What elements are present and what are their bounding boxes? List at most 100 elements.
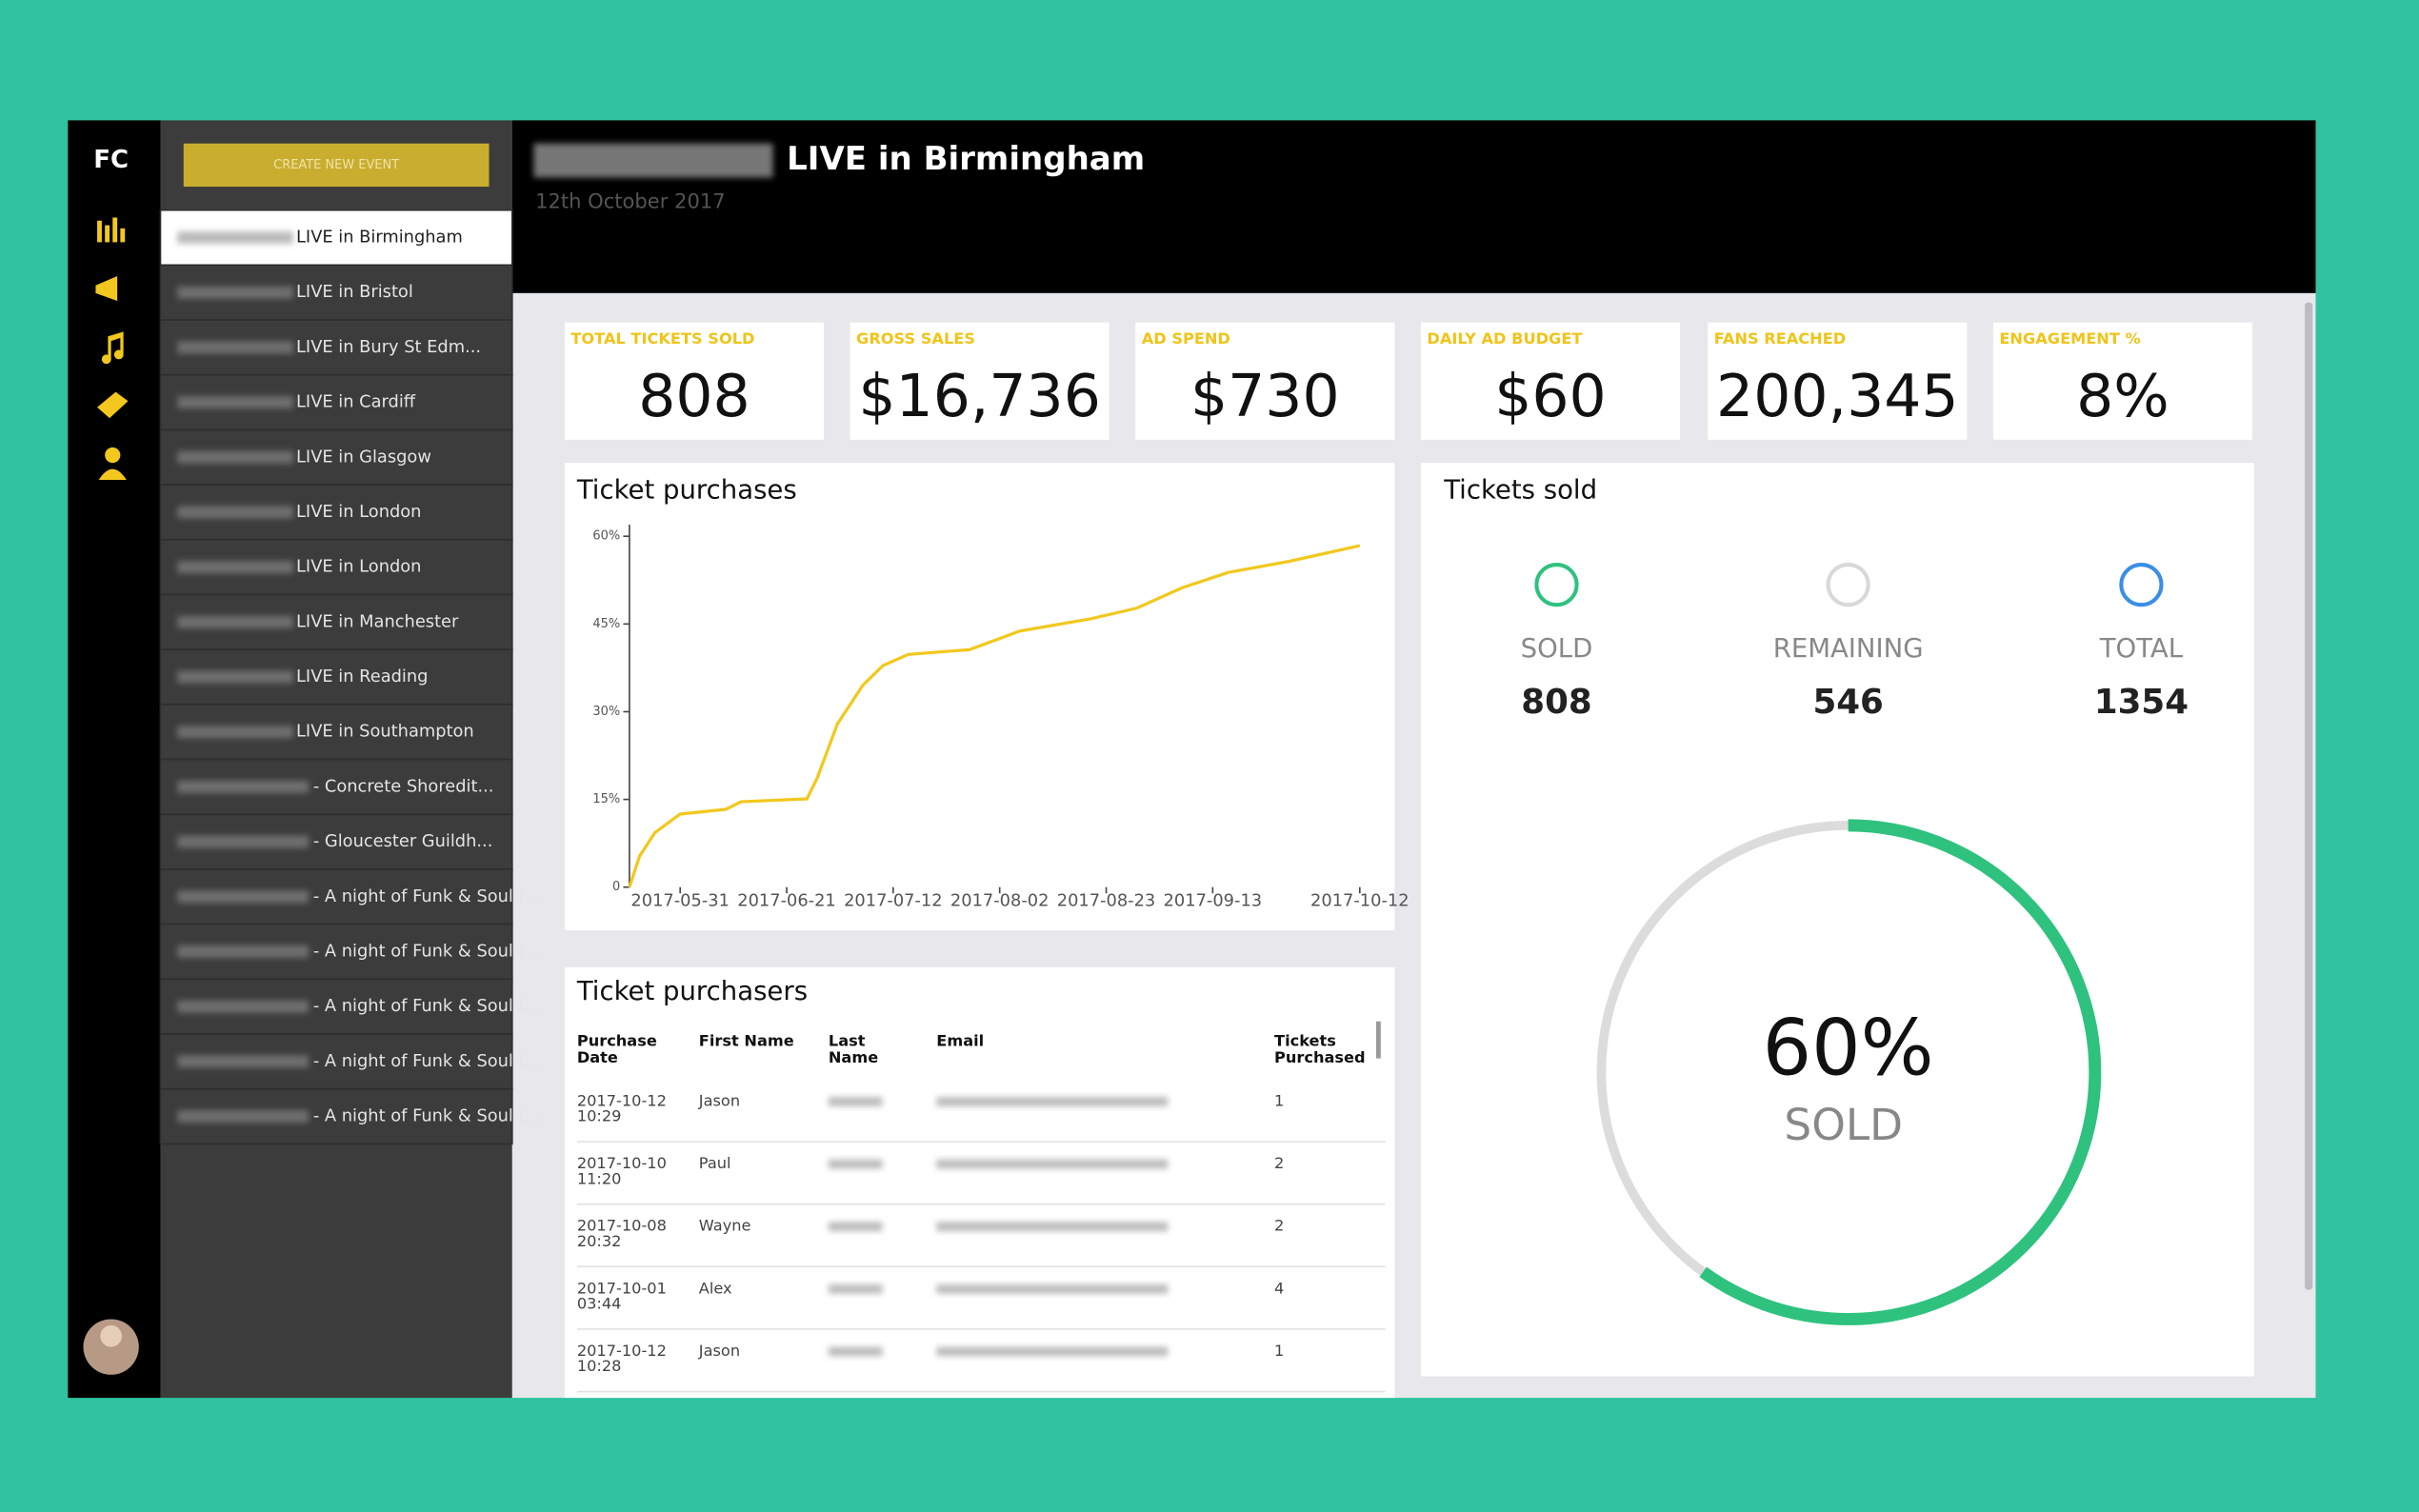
cell-tickets: 2 [1274,1217,1284,1235]
blurred-text [177,945,309,958]
column-header: Email [936,1031,984,1049]
cell-tickets: 2 [1274,1154,1284,1172]
donut-caption: SOLD [1784,1100,1903,1150]
line-series [628,544,1361,888]
stat-value: $60 [1494,362,1606,430]
x-tick-label: 2017-05-31 [630,890,730,910]
status-circle [2119,563,2164,607]
stat-value: 8% [2076,362,2169,430]
stat-card [1135,322,1395,440]
status-label: REMAINING [1773,633,1924,664]
stat-label: TOTAL TICKETS SOLD [570,329,754,348]
stat-label: ENGAGEMENT % [1999,329,2140,348]
x-tick-label: 2017-07-12 [844,890,943,910]
donut-percent: 60% [1763,1005,1934,1094]
blurred-text [828,1283,883,1294]
event-label[interactable]: LIVE in Bury St Edm... [296,337,481,357]
column-header: First Name [699,1031,794,1049]
stat-value: 808 [638,362,750,430]
create-event-button[interactable] [183,143,490,188]
blurred-text [177,670,293,684]
table-title: Ticket purchasers [576,976,808,1006]
cell-time: 20:32 [577,1232,622,1250]
blurred-text [177,726,293,739]
stat-card [564,322,825,440]
event-label[interactable]: LIVE in Reading [296,666,428,686]
icon-tickets[interactable] [97,391,129,419]
stat-value: 200,345 [1716,362,1958,430]
event-label[interactable]: - Gloucester Guildh... [313,831,493,851]
icon-user[interactable] [105,447,121,464]
event-label[interactable]: - A night of Funk & Soul (... [313,886,542,906]
cell-first-name: Jason [698,1342,740,1360]
event-label[interactable]: LIVE in Cardiff [296,392,416,412]
chart-title: Ticket purchases [576,474,797,505]
blurred-text [828,1097,883,1106]
event-label[interactable]: - A night of Funk & Soul (... [313,996,542,1016]
stat-card [1420,322,1681,440]
icon-rail [68,120,161,1399]
event-label[interactable]: LIVE in London [296,502,421,522]
event-label[interactable]: LIVE in Manchester [296,611,459,631]
stat-label: DAILY AD BUDGET [1427,329,1582,348]
chart-card [564,463,1395,931]
cell-first-name: Alex [699,1279,732,1297]
y-tick-label: 30% [592,705,620,719]
blurred-text [177,890,309,904]
blurred-text [177,835,309,848]
cell-date: 2017-10-08 [577,1217,667,1235]
blurred-text [177,231,293,245]
stat-value: $16,736 [858,362,1100,430]
event-label[interactable]: LIVE in Glasgow [296,447,431,467]
icon-ads[interactable] [95,276,118,301]
event-item[interactable] [159,758,513,816]
cell-tickets: 1 [1274,1342,1284,1360]
event-label[interactable]: - Concrete Shoredit... [313,776,494,796]
icon-music[interactable] [101,331,124,365]
stat-value: $730 [1190,362,1340,430]
blurred-text [177,1000,309,1013]
column-header: Date [577,1048,618,1066]
blurred-text [177,396,293,409]
x-tick-label: 2017-10-12 [1310,890,1409,910]
purchasers-card [564,966,1395,1399]
icon-stats[interactable] [97,220,102,243]
blurred-text [936,1097,1169,1106]
status-label: SOLD [1521,633,1593,664]
event-label[interactable]: - A night of Funk & Soul (... [313,941,542,961]
blurred-text [177,780,309,793]
status-circle [1826,563,1870,607]
blurred-text [177,1110,309,1124]
table-scrollbar [1375,1021,1381,1059]
event-label[interactable]: LIVE in Bristol [296,282,413,302]
cell-date: 2017-10-12 [577,1342,667,1360]
y-tick-label: 60% [592,529,620,544]
event-label[interactable]: LIVE in Birmingham [296,228,463,248]
blurred-text [177,450,293,464]
column-header: Purchased [1274,1048,1366,1066]
cell-date: 2017-10-12 [577,1091,667,1109]
blurred-text [936,1222,1169,1232]
column-header: Tickets [1274,1031,1336,1049]
x-tick-label: 2017-08-02 [950,890,1050,910]
x-tick-label: 2017-08-23 [1057,890,1156,910]
y-tick-label: 45% [592,617,620,631]
scrollbar [2305,302,2313,1290]
blurred-text [177,506,293,519]
donut-arc [1594,819,2102,1325]
stat-label: FANS REACHED [1714,329,1847,348]
event-label[interactable]: LIVE in Southampton [296,722,474,742]
event-label[interactable]: LIVE in London [296,557,421,577]
event-label[interactable]: - A night of Funk & Soul (... [313,1106,542,1126]
blurred-text [936,1346,1169,1357]
column-header: Name [829,1048,878,1066]
cell-tickets: 4 [1274,1279,1284,1297]
event-date: 12th October 2017 [535,189,726,212]
event-label[interactable]: - A night of Funk & Soul (... [313,1051,542,1071]
blurred-text [177,615,293,628]
button-label[interactable]: CREATE NEW EVENT [273,158,399,172]
blurred-text [936,1283,1169,1294]
blurred-text [177,561,293,574]
cell-date: 2017-10-01 [577,1279,667,1297]
stat-label: GROSS SALES [856,329,975,348]
